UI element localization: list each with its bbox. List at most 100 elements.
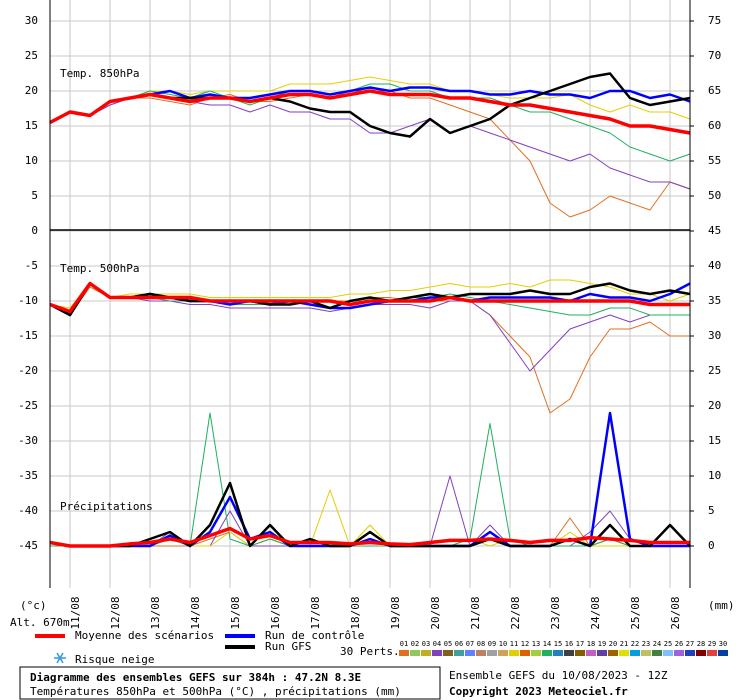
y2-tick-label: 40 <box>708 259 721 272</box>
y2-tick-label: 35 <box>708 294 721 307</box>
x-tick-label: 19/08 <box>389 596 402 629</box>
pert-swatch <box>454 650 464 656</box>
pert-swatch <box>586 650 596 656</box>
y2-tick-label: 75 <box>708 14 721 27</box>
pert-number: 26 <box>675 640 683 648</box>
legend-label: Run de contrôle <box>265 629 364 642</box>
pert-swatch <box>685 650 695 656</box>
pert-number: 08 <box>477 640 485 648</box>
series-line <box>49 89 691 135</box>
x-tick-label: 21/08 <box>469 596 482 629</box>
y-tick-label: -35 <box>18 469 38 482</box>
pert-number: 29 <box>708 640 716 648</box>
x-tick-label: 22/08 <box>509 596 522 629</box>
pert-number: 04 <box>433 640 441 648</box>
footer-title: Diagramme des ensembles GEFS sur 384h : … <box>30 671 361 684</box>
pert-swatch <box>399 650 409 656</box>
pert-number: 28 <box>697 640 705 648</box>
y-tick-label: 5 <box>31 189 38 202</box>
pert-number: 05 <box>444 640 452 648</box>
y-tick-label: 10 <box>25 154 38 167</box>
pert-number: 11 <box>510 640 518 648</box>
y2-tick-label: 25 <box>708 364 721 377</box>
pert-number: 25 <box>664 640 672 648</box>
pert-number: 30 <box>719 640 727 648</box>
pert-number: 16 <box>565 640 573 648</box>
footer-run: Ensemble GEFS du 10/08/2023 - 12Z <box>449 669 668 682</box>
pert-swatch <box>498 650 508 656</box>
y-tick-label: -15 <box>18 329 38 342</box>
pert-swatch <box>619 650 629 656</box>
snow-icon <box>54 652 66 664</box>
pert-swatch <box>531 650 541 656</box>
pert-swatch <box>553 650 563 656</box>
y2-tick-label: 30 <box>708 329 721 342</box>
y2-tick-label: 10 <box>708 469 721 482</box>
x-tick-label: 26/08 <box>669 596 682 629</box>
pert-swatch <box>487 650 497 656</box>
pert-swatch <box>432 650 442 656</box>
pert-swatch <box>542 650 552 656</box>
pert-swatch <box>608 650 618 656</box>
x-tick-label: 15/08 <box>229 596 242 629</box>
x-tick-label: 18/08 <box>349 596 362 629</box>
x-tick-label: 11/08 <box>69 596 82 629</box>
pert-number: 03 <box>422 640 430 648</box>
series-line <box>49 86 691 124</box>
panel-label: Temp. 850hPa <box>60 67 139 80</box>
y2-tick-label: 60 <box>708 119 721 132</box>
pert-number: 17 <box>576 640 584 648</box>
perturbation-line <box>49 76 691 123</box>
pert-number: 24 <box>653 640 661 648</box>
y-tick-label: 30 <box>25 14 38 27</box>
pert-number: 12 <box>521 640 529 648</box>
pert-number: 14 <box>543 640 551 648</box>
y2-tick-label: 0 <box>708 539 715 552</box>
y2-tick-label: 50 <box>708 189 721 202</box>
y-tick-label: -20 <box>18 364 38 377</box>
footer-subtitle: Températures 850hPa et 500hPa (°C) , pré… <box>30 685 401 698</box>
y-tick-label: 25 <box>25 49 38 62</box>
pert-number: 21 <box>620 640 628 648</box>
pert-swatch <box>564 650 574 656</box>
pert-swatch <box>663 650 673 656</box>
y-tick-label: 0 <box>31 224 38 237</box>
pert-number: 07 <box>466 640 474 648</box>
x-tick-label: 14/08 <box>189 596 202 629</box>
series-line <box>49 526 690 548</box>
footer-box <box>19 666 441 700</box>
y2-tick-label: 70 <box>708 49 721 62</box>
x-tick-label: 24/08 <box>589 596 602 629</box>
y2-axis-unit: (mm) <box>708 599 735 612</box>
y2-tick-label: 55 <box>708 154 721 167</box>
pert-swatch <box>630 650 640 656</box>
legend-label: Run GFS <box>265 640 311 653</box>
pert-number: 01 <box>400 640 408 648</box>
pert-number: 19 <box>598 640 606 648</box>
x-tick-label: 16/08 <box>269 596 282 629</box>
x-tick-label: 20/08 <box>429 596 442 629</box>
legend-label: Moyenne des scénarios <box>75 629 214 642</box>
pert-swatch <box>652 650 662 656</box>
pert-swatch <box>707 650 717 656</box>
pert-number: 20 <box>609 640 617 648</box>
footer-copyright: Copyright 2023 Meteociel.fr <box>449 685 628 698</box>
plot-area <box>49 0 691 588</box>
y2-tick-label: 20 <box>708 399 721 412</box>
pert-number: 13 <box>532 640 540 648</box>
perturbations-label: 30 Perts. <box>340 645 400 658</box>
y-tick-label: -45 <box>18 539 38 552</box>
y-tick-label: 20 <box>25 84 38 97</box>
y-tick-label: -25 <box>18 399 38 412</box>
pert-number: 23 <box>642 640 650 648</box>
x-tick-label: 12/08 <box>109 596 122 629</box>
x-tick-label: 23/08 <box>549 596 562 629</box>
y2-tick-label: 15 <box>708 434 721 447</box>
snow-label: Risque neige <box>75 653 154 666</box>
y-tick-label: 15 <box>25 119 38 132</box>
pert-number: 10 <box>499 640 507 648</box>
pert-swatch <box>718 650 728 656</box>
y2-tick-label: 5 <box>708 504 715 517</box>
